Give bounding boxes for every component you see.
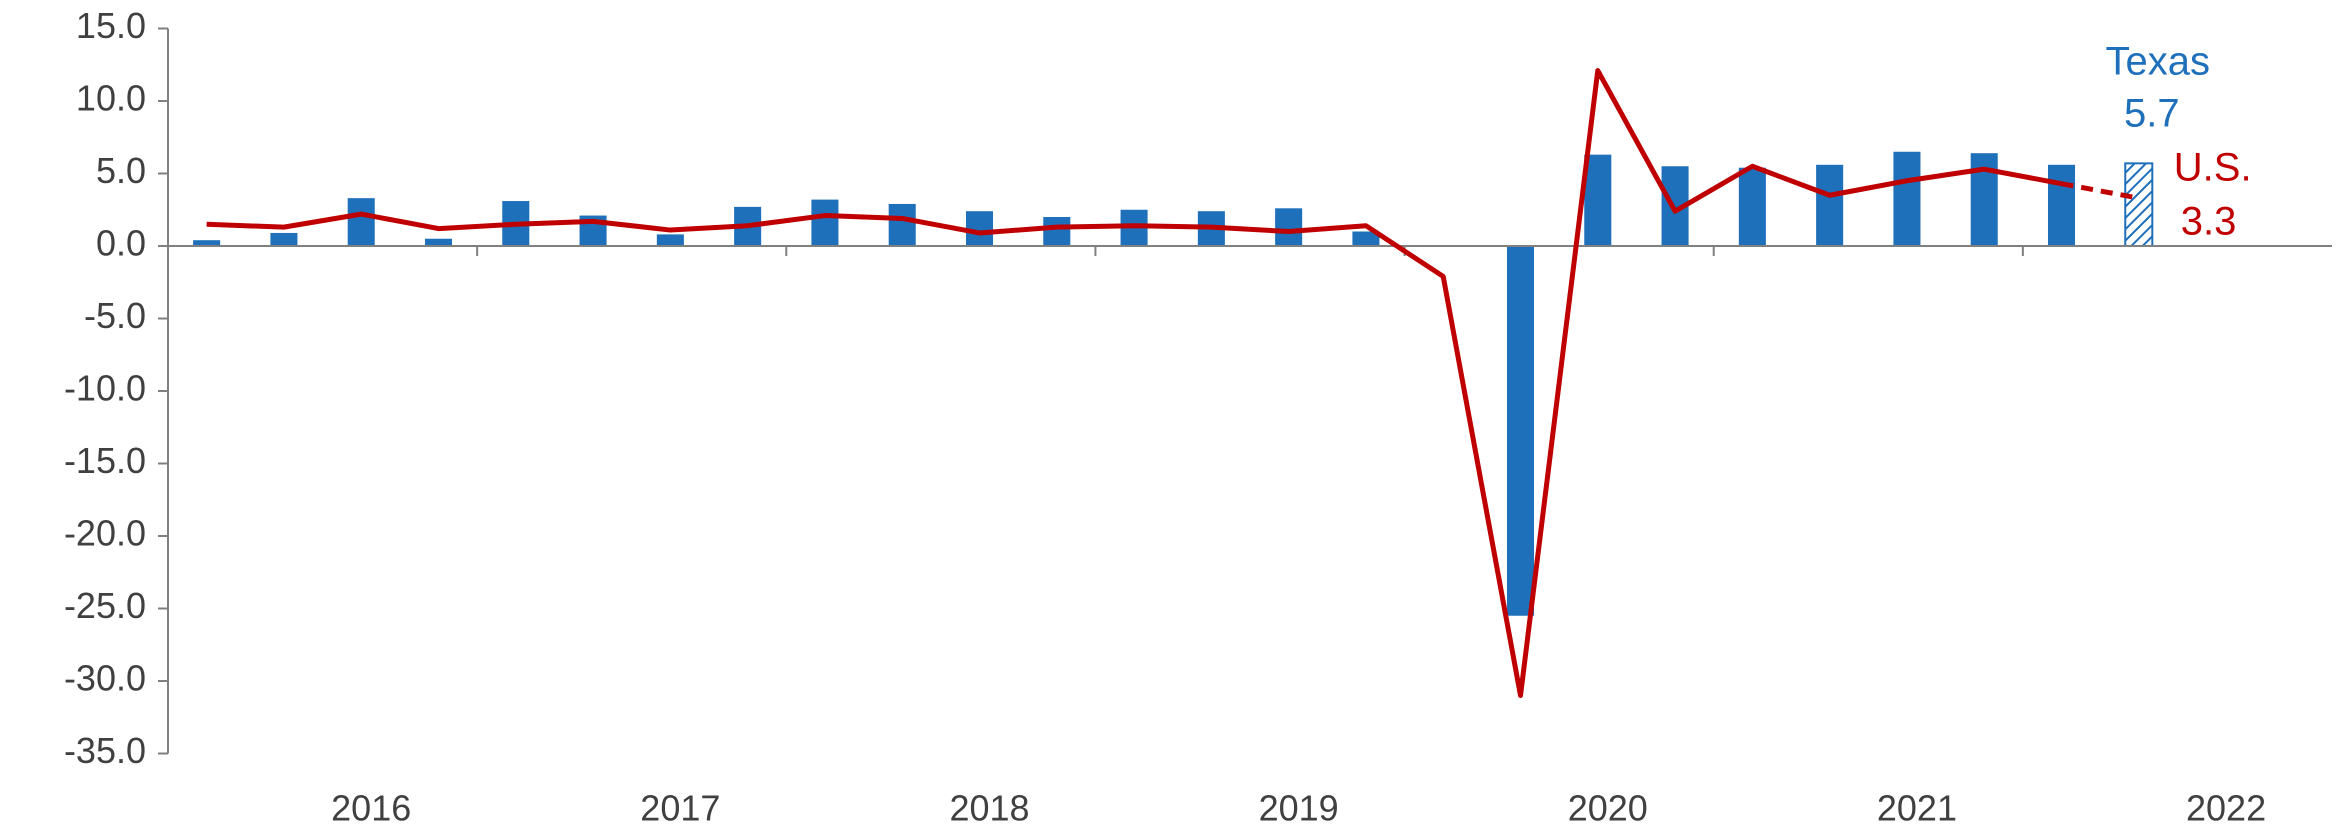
y-tick-label: 0.0 [96,223,146,264]
bar [656,234,684,246]
bar [1738,167,1766,246]
bar [811,199,839,246]
bar [270,232,298,246]
y-tick-label: -15.0 [64,440,146,481]
x-tick-label: 2019 [1259,788,1339,829]
y-tick-label: 15.0 [76,5,146,46]
bar [1506,246,1535,616]
bar [888,203,916,246]
legend-label: Texas [2106,40,2211,84]
line-dashed [2061,181,2140,201]
y-tick-label: 10.0 [76,78,146,119]
x-tick-label: 2021 [1877,788,1957,829]
x-tick-label: 2020 [1568,788,1648,829]
y-tick-label: -35.0 [64,730,146,771]
bar [424,238,453,246]
legend-label: U.S. [2174,146,2252,190]
value-label: 3.3 [2181,200,2237,244]
bar [347,198,375,246]
bar [1275,208,1303,246]
bar [1584,154,1612,246]
bar [1352,231,1380,246]
x-tick-label: 2016 [331,788,411,829]
bar [2047,164,2076,246]
y-tick-label: -5.0 [84,295,146,336]
y-tick-label: 5.0 [96,150,146,191]
x-tick-label: 2022 [2186,788,2266,829]
bar [1043,217,1071,246]
bar [1816,164,1844,246]
line [206,68,2062,698]
bar [1893,151,1921,246]
y-tick-label: -20.0 [64,513,146,554]
x-tick-label: 2018 [949,788,1029,829]
y-tick-label: -25.0 [64,585,146,626]
bar [965,211,994,246]
value-label: 5.7 [2124,92,2180,136]
y-tick-label: -30.0 [64,658,146,699]
y-tick-label: -10.0 [64,368,146,409]
x-tick-label: 2017 [640,788,720,829]
bar [2124,162,2154,248]
bar [193,240,221,246]
